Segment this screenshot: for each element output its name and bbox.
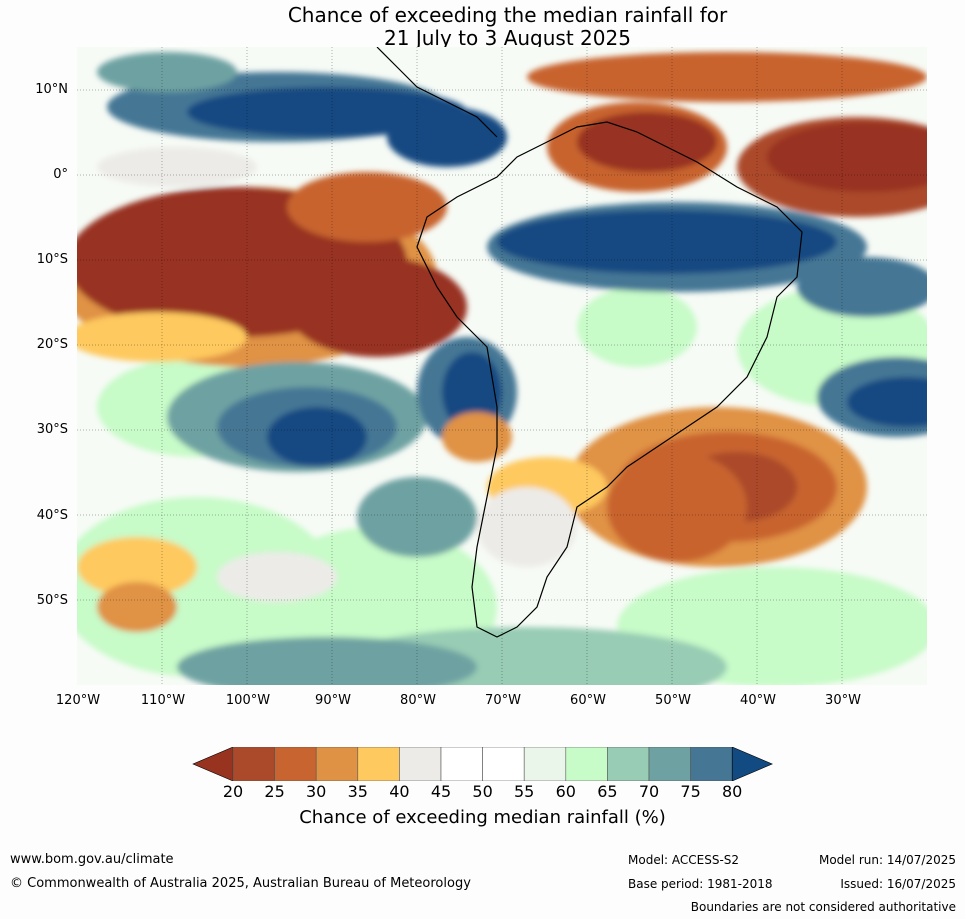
colorbar-tick-label: 80 <box>722 782 743 801</box>
central-america-outline <box>376 47 498 138</box>
lon-label-40w: 40°W <box>740 693 776 708</box>
colorbar-segment <box>648 747 691 781</box>
model-text: Model: ACCESS-S2 <box>628 853 740 867</box>
lon-label-30w: 30°W <box>825 693 861 708</box>
colorbar-tick-label: 25 <box>264 782 285 801</box>
lat-label-50s: 50°S <box>36 593 68 608</box>
lat-label-20s: 20°S <box>36 337 68 352</box>
title-line-2: 21 July to 3 August 2025 <box>384 26 631 50</box>
colorbar-arrow-high <box>731 747 773 781</box>
colorbar-tick-label: 75 <box>680 782 701 801</box>
lon-label-60w: 60°W <box>570 693 606 708</box>
colorbar-arrow-low <box>192 747 234 781</box>
colorbar-segment <box>565 747 608 781</box>
colorbar-tick-label: 30 <box>306 782 327 801</box>
colorbar-segment <box>482 747 525 781</box>
lat-label-0: 0° <box>53 167 68 182</box>
colorbar-tick-label: 45 <box>430 782 452 801</box>
colorbar-segment <box>315 747 359 781</box>
colorbar-tick-label: 50 <box>472 782 493 801</box>
base-period-text: Base period: 1981-2018 <box>628 877 773 891</box>
lat-label-10n: 10°N <box>35 82 68 97</box>
lon-label-120w: 120°W <box>55 693 101 708</box>
colorbar-tick-label: 40 <box>389 782 410 801</box>
colorbar-segment <box>357 747 400 781</box>
colorbar-tick-label: 65 <box>597 782 618 801</box>
colorbar-tick-label: 60 <box>555 782 576 801</box>
title-line-1: Chance of exceeding the median rainfall … <box>287 3 728 27</box>
website-link[interactable]: www.bom.gov.au/climate <box>10 852 174 867</box>
lon-label-80w: 80°W <box>400 693 436 708</box>
colorbar-tick-label: 70 <box>638 782 660 801</box>
colorbar-title: Chance of exceeding median rainfall (%) <box>299 807 666 828</box>
lat-label-40s: 40°S <box>36 508 68 523</box>
map-panel <box>77 47 927 685</box>
colorbar-segment <box>523 747 567 781</box>
lon-label-70w: 70°W <box>485 693 521 708</box>
lat-label-30s: 30°S <box>36 422 68 437</box>
lon-label-110w: 110°W <box>140 693 186 708</box>
colorbar-segment <box>274 747 317 781</box>
colorbar <box>192 747 773 781</box>
map-title: Chance of exceeding the median rainfall … <box>0 4 965 50</box>
colorbar-tick-label: 55 <box>514 782 535 801</box>
rainfall-map <box>77 47 927 685</box>
lat-label-10s: 10°S <box>36 252 68 267</box>
copyright-text: © Commonwealth of Australia 2025, Austra… <box>10 876 471 891</box>
issued-text: Issued: 16/07/2025 <box>840 877 956 891</box>
disclaimer-text: Boundaries are not considered authoritat… <box>690 900 956 914</box>
lon-label-100w: 100°W <box>225 693 271 708</box>
colorbar-segment <box>690 747 733 781</box>
colorbar-segment <box>440 747 483 781</box>
model-run-text: Model run: 14/07/2025 <box>818 853 956 867</box>
colorbar-segment <box>607 747 650 781</box>
colorbar-tick-label: 20 <box>222 782 244 801</box>
colorbar-segments <box>192 747 773 781</box>
colorbar-tick-label: 35 <box>347 782 368 801</box>
continent-outline <box>416 121 803 638</box>
lon-label-50w: 50°W <box>655 693 691 708</box>
colorbar-segment <box>232 747 275 781</box>
graticule <box>77 47 927 685</box>
lon-label-90w: 90°W <box>315 693 351 708</box>
colorbar-segment <box>399 747 442 781</box>
rainfall-fields <box>77 52 927 685</box>
